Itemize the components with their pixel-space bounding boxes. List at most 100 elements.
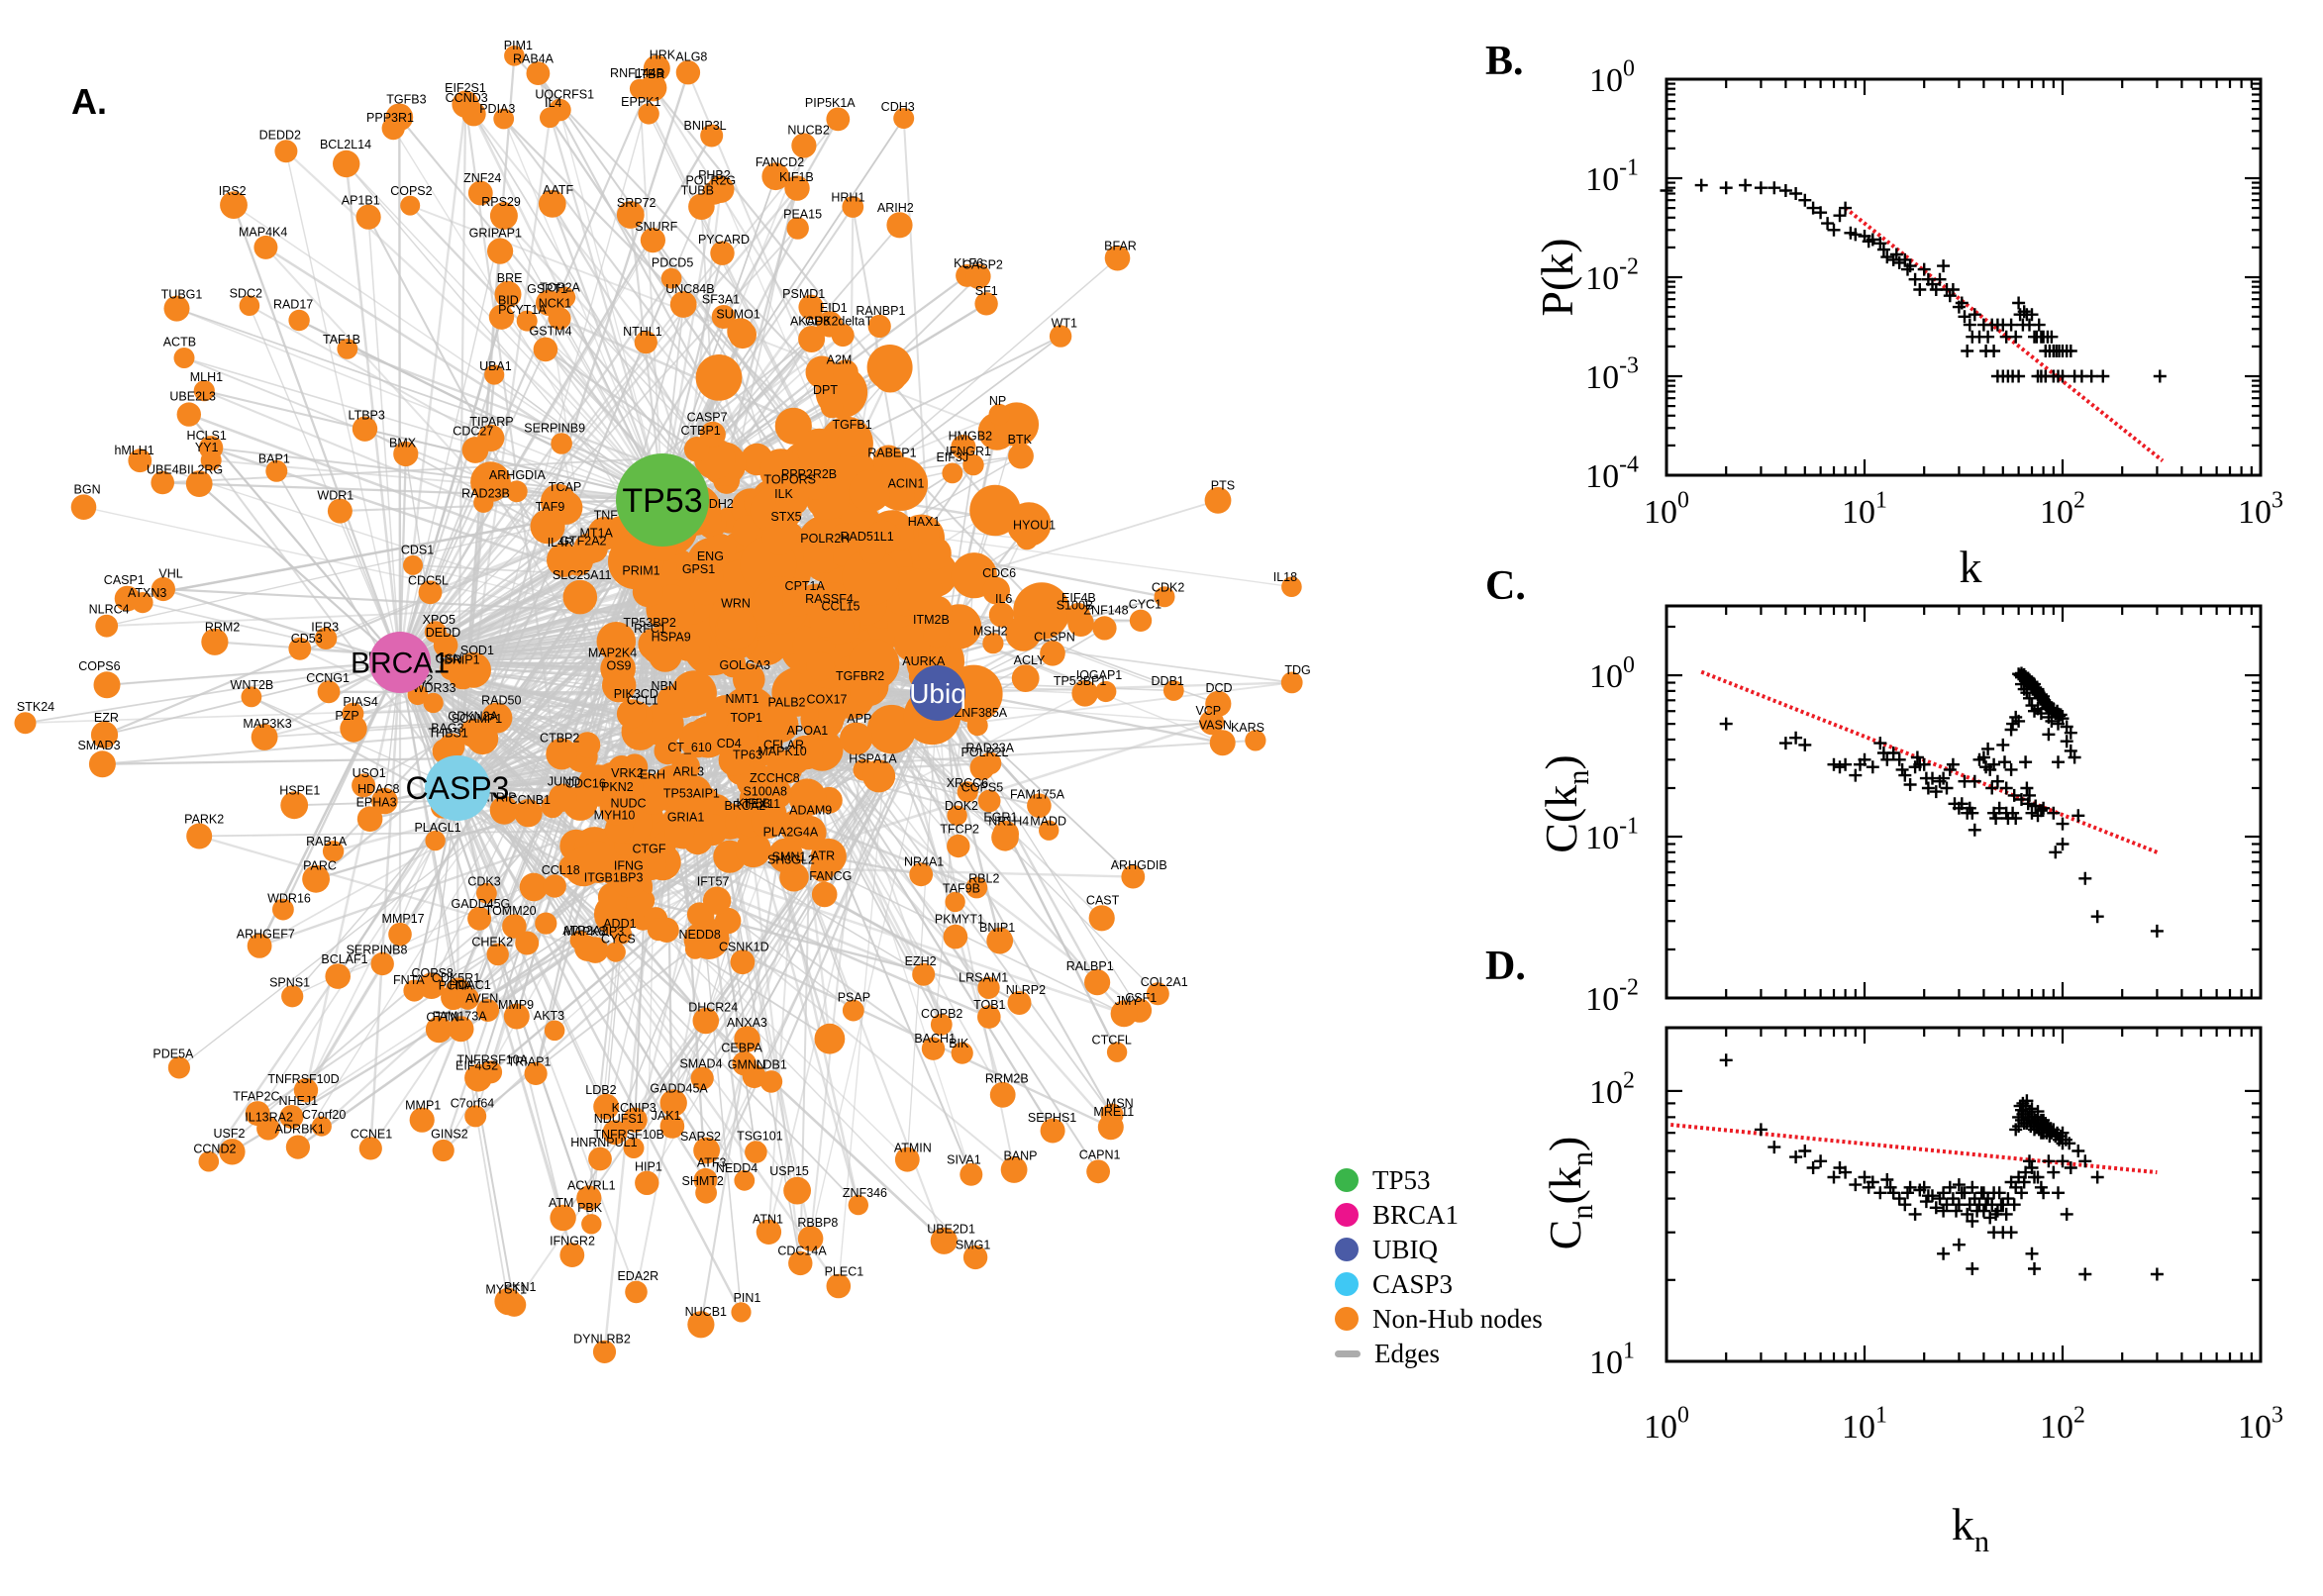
network-node-label: MADD [1030, 815, 1066, 829]
network-node-label: SDC2 [230, 287, 262, 301]
network-node-label: ATRIP [481, 791, 517, 805]
network-node-label: RFC1 [634, 622, 666, 636]
network-node [1007, 991, 1032, 1015]
network-node [1129, 609, 1153, 632]
data-points [1719, 666, 2164, 938]
network-node [965, 263, 991, 289]
network-node [90, 721, 119, 748]
plot-frame [1665, 1026, 2263, 1363]
data-point [1892, 752, 1906, 766]
network-edge [183, 356, 663, 501]
network-node [600, 650, 636, 687]
network-node [285, 1135, 310, 1159]
network-node-label: RASSF4 [805, 592, 854, 606]
network-node [489, 795, 519, 825]
network-node [866, 345, 913, 390]
network-node-label: GTF2A2 [559, 535, 606, 549]
data-point [1827, 223, 1841, 237]
data-point [1963, 318, 1976, 332]
network-node [253, 235, 278, 259]
network-node-label: RALBP1 [1066, 959, 1114, 973]
data-point [2064, 345, 2077, 357]
y-tick-label: 10-3 [1585, 353, 1639, 396]
network-node-label: KARS [1231, 721, 1264, 735]
network-node-label: TNFRSF10A [456, 1053, 528, 1067]
network-node-label: IFNGR2 [550, 1235, 595, 1248]
network-node-label: BID [498, 294, 519, 308]
network-node-label: CTBP2 [540, 732, 579, 746]
network-node [960, 1162, 983, 1186]
network-node [470, 461, 511, 503]
network-node [494, 280, 522, 308]
network-node [1040, 641, 1065, 666]
data-point [1952, 1198, 1966, 1212]
network-node-label: TOMM20 [485, 904, 537, 918]
network-node-label: HRK [650, 48, 676, 61]
network-node-label: BTK [1008, 433, 1033, 447]
network-node [280, 791, 309, 820]
network-node-label: PARK2 [184, 812, 224, 826]
data-point [2056, 369, 2070, 383]
network-node [547, 543, 581, 577]
network-node-label: VHL [158, 566, 182, 580]
data-point [1821, 217, 1835, 231]
network-node [942, 462, 963, 484]
legend-label: UBIQ [1372, 1234, 1438, 1264]
network-node-label: YY1 [195, 441, 219, 454]
network-node-label: PDIA3 [479, 102, 515, 116]
network-node-label: LDB2 [585, 1083, 616, 1097]
network-node-label: ITGB1BP3 [584, 870, 644, 884]
network-node-label: NLRP2 [1006, 983, 1046, 997]
network-node [198, 436, 224, 460]
network-node [418, 580, 443, 605]
x-tick-label: 103 [2238, 1403, 2283, 1446]
network-node [991, 824, 1019, 851]
network-node-label: VCP [1195, 704, 1221, 718]
network-node-label: CCNE1 [351, 1127, 392, 1141]
network-node [549, 783, 577, 812]
network-node-label: ACIN1 [888, 477, 925, 491]
network-node [337, 339, 358, 359]
network-node-label: BRCA2 [725, 799, 766, 813]
network-node [381, 117, 405, 141]
network-node [894, 1147, 920, 1172]
network-node [432, 1139, 454, 1162]
network-node-label: FAM175A [1010, 788, 1065, 802]
network-node [1245, 730, 1266, 751]
network-node [758, 449, 803, 492]
network-node-label: CSNK1D [719, 940, 769, 953]
data-point [2037, 801, 2051, 815]
data-point [1992, 1186, 2006, 1200]
network-node [1209, 730, 1236, 756]
data-point [1739, 178, 1753, 192]
network-edge [937, 692, 1141, 1011]
network-node [659, 1089, 687, 1117]
network-edge [455, 118, 840, 789]
network-node-label: NHEJ1 [279, 1094, 319, 1108]
network-node [692, 560, 724, 592]
network-node-label: RANBP1 [856, 304, 905, 318]
hub-layer: TP53 BRCA1 Ubiq CASP3 [351, 453, 966, 821]
network-node-label: DOK2 [945, 799, 978, 813]
network-node-label: MAPK10 [758, 745, 806, 758]
data-point [2052, 755, 2065, 769]
network-node [700, 124, 724, 148]
data-point [2009, 812, 2023, 825]
network-node-label: SMAD4 [679, 1057, 722, 1071]
network-node-label: EIF4G2 [455, 1058, 498, 1072]
data-point [1966, 1262, 1979, 1275]
network-node [881, 456, 906, 482]
hub-node-tp53: TP53 [616, 453, 709, 547]
network-node-label: TNF [594, 508, 619, 522]
data-point [1913, 283, 1927, 296]
network-edge [503, 118, 663, 501]
network-node-label: GRIPAP1 [469, 226, 522, 240]
network-node [862, 759, 896, 793]
data-point [2023, 1154, 2036, 1168]
network-node [1146, 982, 1169, 1006]
network-node-label: SNURF [635, 220, 677, 234]
network-node [774, 407, 812, 445]
data-point [1849, 228, 1863, 242]
